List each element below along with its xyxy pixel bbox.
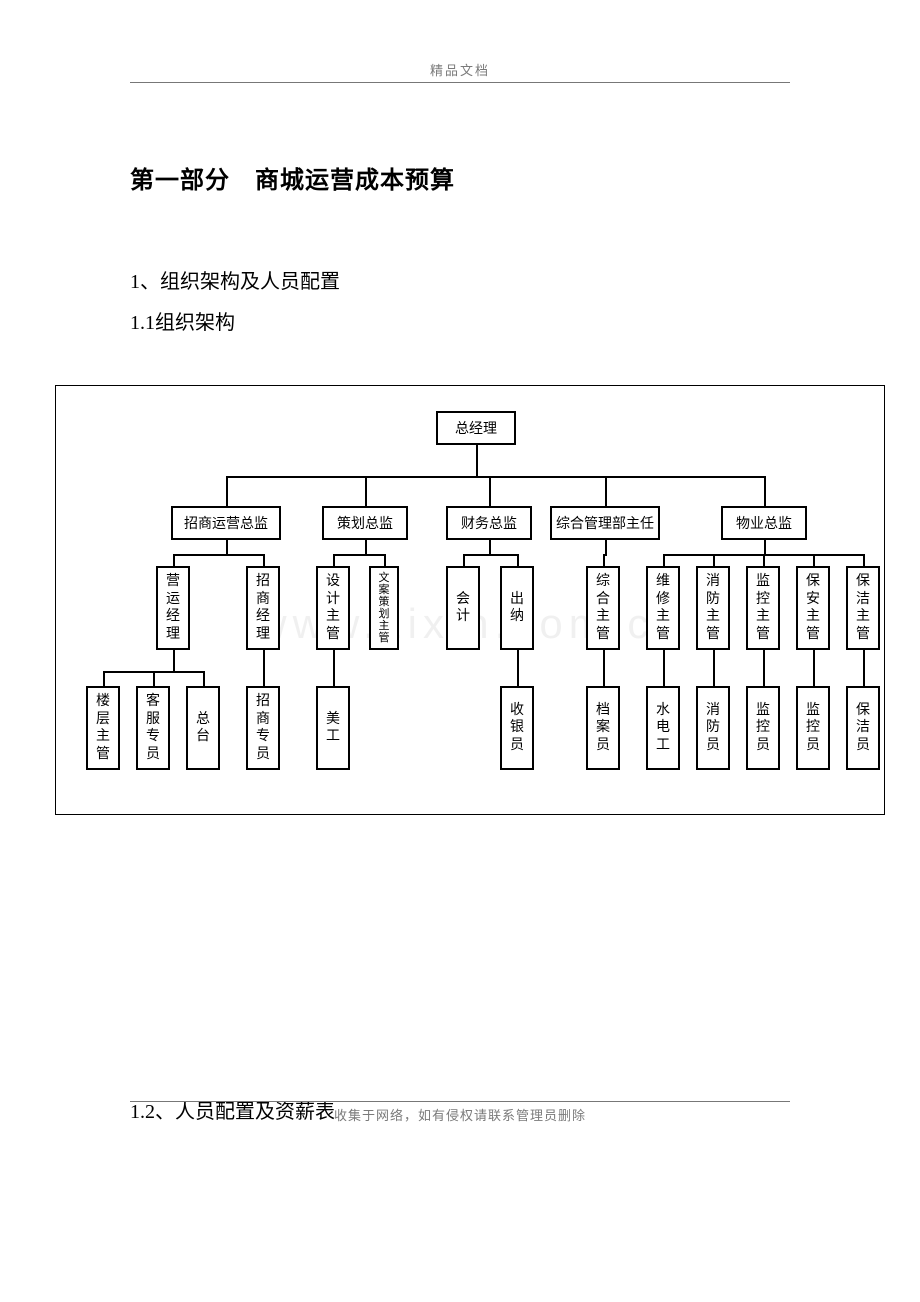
org-node: 会计 — [446, 566, 480, 650]
org-chart: www.zixin.com.cn 总经理招商运营总监策划总监财务总监综合管理部主… — [55, 385, 885, 815]
org-connector — [153, 671, 155, 688]
org-node: 消防主管 — [696, 566, 730, 650]
org-connector — [603, 650, 605, 673]
org-connector — [603, 671, 605, 688]
document-page: 精品文档 第一部分 商城运营成本预算 1、组织架构及人员配置 1.1组织架构 w… — [0, 0, 920, 1164]
org-node: 保洁员 — [846, 686, 880, 770]
org-connector — [517, 650, 519, 673]
page-footer-label: 收集于网络，如有侵权请联系管理员删除 — [0, 1105, 920, 1124]
org-connector — [489, 476, 491, 508]
page-header-label: 精品文档 — [0, 60, 920, 79]
org-node: 消防员 — [696, 686, 730, 770]
org-node: 综合主管 — [586, 566, 620, 650]
org-node: 营运经理 — [156, 566, 190, 650]
org-node: 保洁主管 — [846, 566, 880, 650]
org-node: 美工 — [316, 686, 350, 770]
org-node: 保安主管 — [796, 566, 830, 650]
org-connector — [365, 476, 367, 508]
footer-rule — [130, 1101, 790, 1102]
org-connector — [263, 671, 265, 688]
org-connector — [863, 554, 865, 568]
org-node: 水电工 — [646, 686, 680, 770]
org-connector — [263, 554, 265, 568]
org-node: 监控员 — [796, 686, 830, 770]
org-connector — [173, 554, 265, 556]
org-connector — [384, 554, 386, 568]
org-node: 档案员 — [586, 686, 620, 770]
org-node: 策划总监 — [322, 506, 408, 540]
org-node: 综合管理部主任 — [550, 506, 660, 540]
org-connector — [226, 476, 228, 508]
org-connector — [605, 540, 607, 556]
org-connector — [863, 650, 865, 673]
org-node: 监控主管 — [746, 566, 780, 650]
org-node: 招商专员 — [246, 686, 280, 770]
page-title: 第一部分 商城运营成本预算 — [130, 160, 850, 195]
org-connector — [763, 650, 765, 673]
org-connector — [203, 671, 205, 688]
org-connector — [603, 554, 605, 568]
org-connector — [173, 554, 175, 568]
org-connector — [333, 554, 335, 568]
org-connector — [226, 476, 766, 478]
org-connector — [263, 650, 265, 673]
org-node: 维修主管 — [646, 566, 680, 650]
org-node: 楼层主管 — [86, 686, 120, 770]
org-connector — [863, 671, 865, 688]
org-node: 收银员 — [500, 686, 534, 770]
header-rule — [130, 82, 790, 83]
section-1-heading: 1、组织架构及人员配置 — [130, 265, 850, 294]
org-connector — [763, 671, 765, 688]
org-connector — [103, 671, 105, 688]
org-connector — [713, 650, 715, 673]
org-connector — [813, 650, 815, 673]
section-1-1-heading: 1.1组织架构 — [130, 306, 850, 335]
org-connector — [663, 671, 665, 688]
org-node: 总台 — [186, 686, 220, 770]
org-connector — [476, 445, 478, 478]
org-connector — [463, 554, 465, 568]
org-connector — [663, 554, 665, 568]
org-connector — [764, 476, 766, 508]
org-node: 招商经理 — [246, 566, 280, 650]
org-node: 文案策划主管 — [369, 566, 399, 650]
org-connector — [713, 554, 715, 568]
org-node: 财务总监 — [446, 506, 532, 540]
org-connector — [173, 650, 175, 673]
org-connector — [605, 476, 607, 508]
org-connector — [663, 650, 665, 673]
org-node: 总经理 — [436, 411, 516, 445]
org-connector — [333, 671, 335, 688]
org-node: 监控员 — [746, 686, 780, 770]
org-connector — [763, 554, 765, 568]
org-node: 出纳 — [500, 566, 534, 650]
org-connector — [463, 554, 519, 556]
org-connector — [333, 554, 386, 556]
org-node: 设计主管 — [316, 566, 350, 650]
org-connector — [517, 554, 519, 568]
org-node: 客服专员 — [136, 686, 170, 770]
org-connector — [813, 671, 815, 688]
org-node: 物业总监 — [721, 506, 807, 540]
org-connector — [813, 554, 815, 568]
org-connector — [517, 671, 519, 688]
org-connector — [713, 671, 715, 688]
org-connector — [333, 650, 335, 673]
org-node: 招商运营总监 — [171, 506, 281, 540]
